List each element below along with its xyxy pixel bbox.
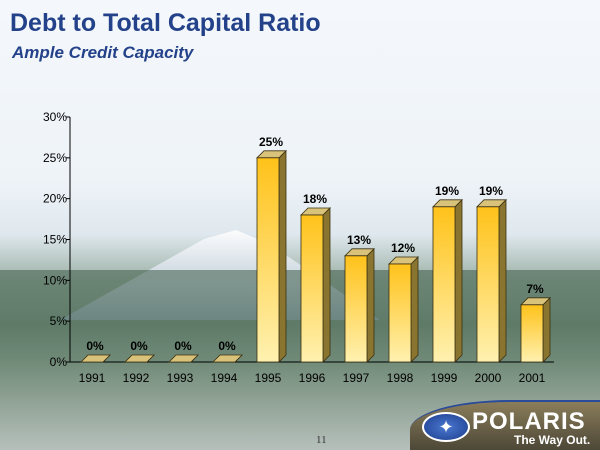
page-number: 11: [316, 434, 327, 446]
data-label: 0%: [86, 339, 104, 353]
bar: [300, 214, 324, 363]
y-tick-label: 20%: [43, 192, 67, 206]
logo-tagline: The Way Out.: [514, 433, 591, 447]
x-tick-label: 1998: [387, 371, 414, 385]
bar: [388, 263, 412, 363]
bar-top: [124, 354, 155, 363]
bar: [476, 206, 500, 363]
data-label: 18%: [303, 192, 327, 206]
bar-side: [542, 296, 551, 363]
logo-brand: POLARIS: [472, 408, 586, 435]
x-tick-label: 1995: [255, 371, 282, 385]
x-tick-label: 1996: [299, 371, 326, 385]
x-tick-label: 1993: [167, 371, 194, 385]
bar-side: [454, 198, 463, 363]
star-icon: ✦: [422, 412, 470, 442]
x-tick-label: 2000: [475, 371, 502, 385]
data-label: 7%: [526, 282, 544, 296]
data-label: 19%: [479, 184, 503, 198]
y-tick-label: 0%: [50, 355, 68, 369]
x-tick-label: 1992: [123, 371, 150, 385]
bar-top: [212, 354, 243, 363]
data-label: 0%: [130, 339, 148, 353]
bar: [344, 255, 368, 363]
bar-side: [278, 149, 287, 363]
y-tick-label: 15%: [43, 233, 67, 247]
bar: [432, 206, 456, 363]
x-tick-label: 1991: [79, 371, 106, 385]
x-tick-label: 2001: [519, 371, 546, 385]
bar-side: [322, 207, 331, 363]
bar: [520, 304, 544, 363]
data-label: 19%: [435, 184, 459, 198]
slide-title: Debt to Total Capital Ratio: [10, 9, 321, 37]
slide-subtitle: Ample Credit Capacity: [12, 43, 194, 62]
data-label: 13%: [347, 233, 371, 247]
x-tick-label: 1999: [431, 371, 458, 385]
bar-top: [168, 354, 199, 363]
y-tick-label: 10%: [43, 273, 67, 287]
y-tick-label: 25%: [43, 151, 67, 165]
data-label: 0%: [218, 339, 236, 353]
data-label: 0%: [174, 339, 192, 353]
bar-top: [80, 354, 111, 363]
bar: [256, 157, 280, 363]
x-tick-label: 1997: [343, 371, 370, 385]
data-label: 12%: [391, 241, 415, 255]
bar-side: [498, 198, 507, 363]
x-tick-label: 1994: [211, 371, 238, 385]
y-tick-label: 5%: [50, 314, 68, 328]
y-tick-label: 30%: [43, 110, 67, 124]
bar-side: [366, 247, 375, 363]
data-label: 25%: [259, 135, 283, 149]
bar-side: [410, 256, 419, 363]
polaris-logo: ✦ POLARIS The Way Out.: [410, 400, 600, 450]
